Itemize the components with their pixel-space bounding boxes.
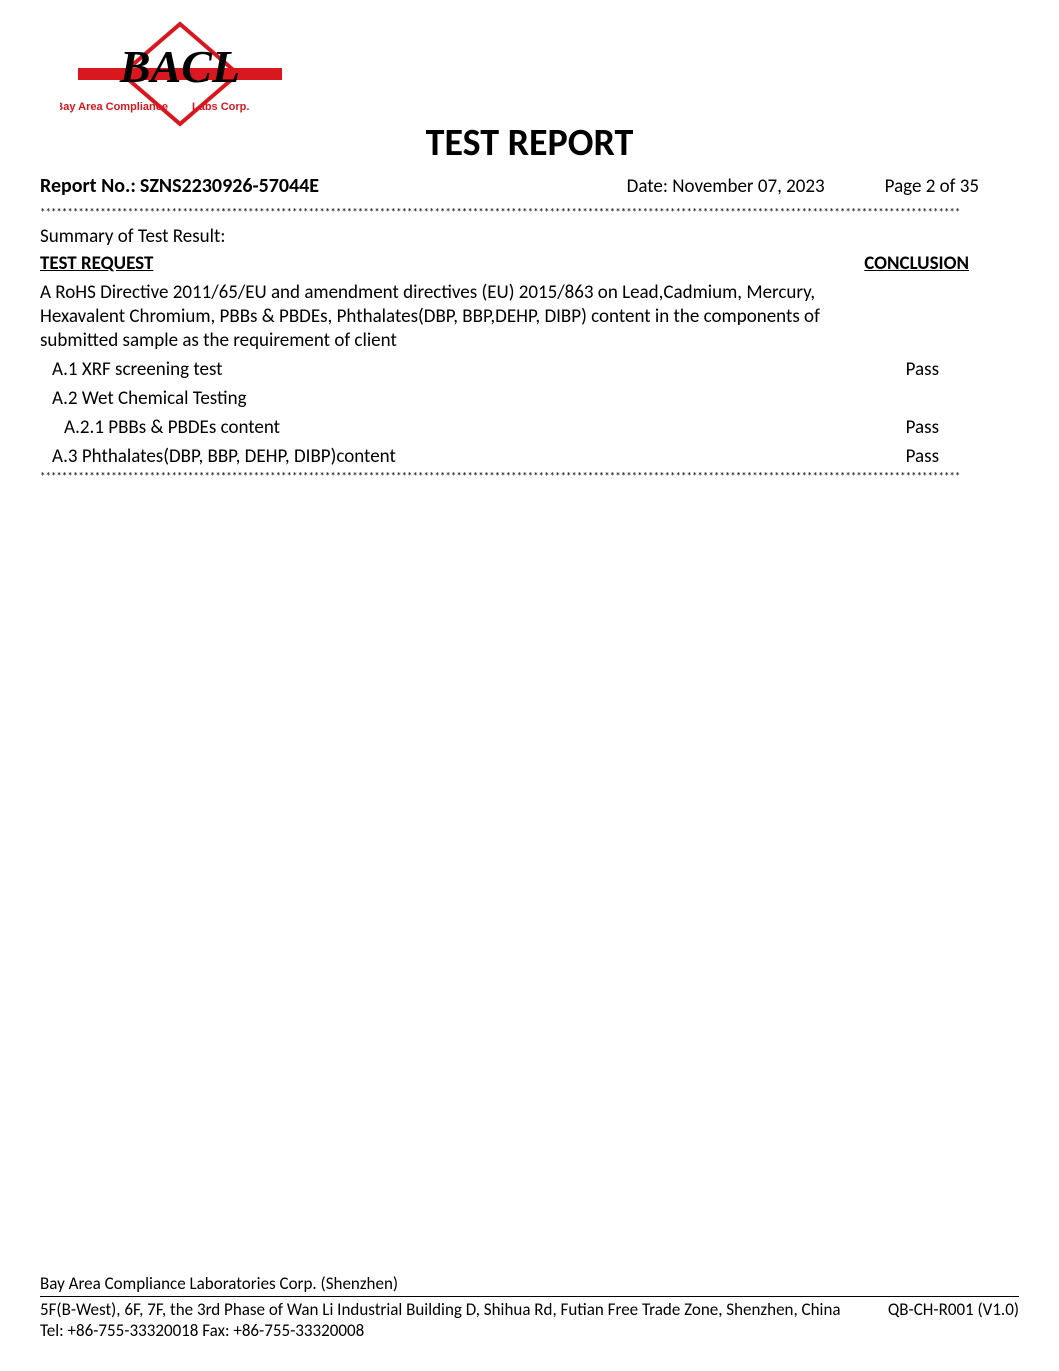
svg-text:BACL: BACL	[119, 41, 240, 92]
report-no-label: Report No.:	[40, 174, 136, 198]
item-result: Pass	[906, 445, 939, 468]
separator-top: ****************************************…	[40, 206, 1019, 219]
summary-label: Summary of Test Result:	[40, 225, 1019, 248]
column-headers: TEST REQUEST CONCLUSION	[40, 252, 1019, 275]
item-result: Pass	[906, 358, 939, 381]
footer-address: 5F(B-West), 6F, 7F, the 3rd Phase of Wan…	[40, 1299, 841, 1320]
item-label: A.2.1 PBBs & PBDEs content	[40, 416, 280, 439]
page-footer: Bay Area Compliance Laboratories Corp. (…	[40, 1273, 1019, 1341]
page-number: Page 2 of 35	[885, 175, 979, 198]
header-conclusion: CONCLUSION	[864, 252, 969, 275]
item-label: A.2 Wet Chemical Testing	[40, 387, 247, 410]
footer-company: Bay Area Compliance Laboratories Corp. (…	[40, 1273, 1019, 1297]
svg-text:Labs Corp.: Labs Corp.	[192, 101, 249, 113]
item-label: A.3 Phthalates(DBP, BBP, DEHP, DIBP)cont…	[40, 445, 396, 468]
logo-area: BACL Bay Area Compliance Labs Corp.	[40, 20, 1019, 120]
item-label: A.1 XRF screening test	[40, 358, 223, 381]
report-no-value: SZNS2230926-57044E	[140, 174, 319, 198]
item-result: Pass	[906, 416, 939, 439]
result-row: A.2.1 PBBs & PBDEs content Pass	[40, 416, 1019, 439]
result-row: A.3 Phthalates(DBP, BBP, DEHP, DIBP)cont…	[40, 445, 1019, 468]
result-row: A.2 Wet Chemical Testing	[40, 387, 1019, 410]
footer-doc-code: QB-CH-R001 (V1.0)	[888, 1299, 1019, 1320]
header-test-request: TEST REQUEST	[40, 252, 153, 275]
separator-bottom: ****************************************…	[40, 470, 1019, 483]
header-meta-row: Report No.: SZNS2230926-57044E Date: Nov…	[40, 174, 1019, 198]
result-row: A.1 XRF screening test Pass	[40, 358, 1019, 381]
report-date: Date: November 07, 2023	[627, 175, 825, 198]
section-a-description: A RoHS Directive 2011/65/EU and amendmen…	[40, 281, 820, 352]
svg-text:Bay Area Compliance: Bay Area Compliance	[60, 101, 168, 113]
footer-tel-fax: Tel: +86-755-33320018 Fax: +86-755-33320…	[40, 1320, 841, 1341]
bacl-logo: BACL Bay Area Compliance Labs Corp.	[60, 20, 300, 130]
